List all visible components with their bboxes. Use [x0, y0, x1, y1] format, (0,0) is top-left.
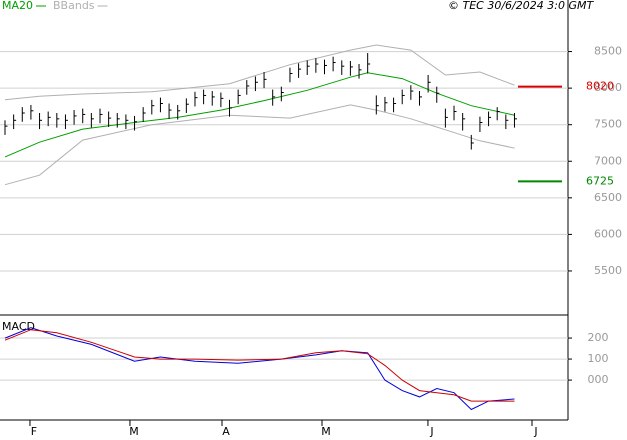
- x-tick-label: F: [31, 425, 37, 438]
- x-tick-label: M: [129, 425, 139, 438]
- y-tick-label: 8000: [594, 81, 622, 94]
- y-tick-label: 000: [588, 373, 609, 386]
- y-tick-label: 6500: [594, 191, 622, 204]
- x-tick-label: A: [222, 425, 230, 438]
- y-tick-label: 5500: [594, 264, 622, 277]
- legend-label: BBands: [53, 0, 95, 12]
- y-tick-label: 100: [588, 352, 609, 365]
- y-tick-label: 7000: [594, 154, 622, 167]
- y-tick-label: 6000: [594, 227, 622, 240]
- x-tick-label: J: [429, 425, 433, 438]
- macd-line: [4, 329, 515, 402]
- y-tick-label: 7500: [594, 118, 622, 131]
- y-tick-label: 200: [588, 331, 609, 344]
- x-tick-label: M: [321, 425, 331, 438]
- y-tick-label: 8500: [594, 45, 622, 58]
- legend-label: MA20: [2, 0, 33, 12]
- copyright: © TEC 30/6/2024 3:0 GMT: [448, 0, 594, 12]
- band-upper: [4, 44, 515, 101]
- macd-line: [4, 327, 515, 411]
- x-tick-label: J: [533, 425, 537, 438]
- band-lower: [4, 104, 515, 186]
- ma-line: [4, 72, 515, 158]
- level-label: 6725: [586, 174, 614, 187]
- level-label: 8020: [586, 80, 614, 93]
- macd-title: MACD: [2, 320, 35, 333]
